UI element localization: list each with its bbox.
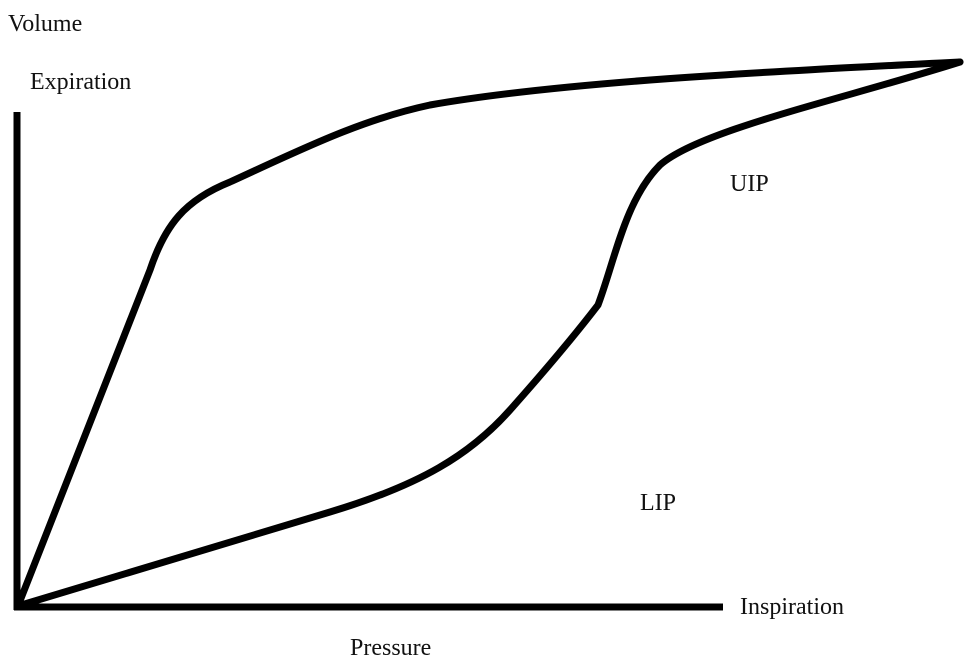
x-axis-label: Pressure [350,635,431,660]
expiration-label: Expiration [30,69,131,95]
inspiration-label: Inspiration [740,594,844,620]
lip-label: LIP [640,490,676,516]
y-axis-label: Volume [8,11,82,37]
expiration-curve [14,58,964,610]
inspiration-curve [14,58,964,610]
uip-label: UIP [730,171,769,197]
